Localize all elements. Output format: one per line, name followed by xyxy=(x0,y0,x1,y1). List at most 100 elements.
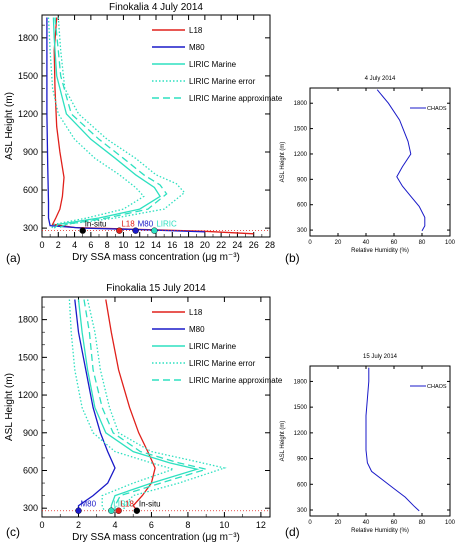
panel-label: (b) xyxy=(285,251,300,265)
x-tick-label: 80 xyxy=(419,520,426,526)
in-situ-marker xyxy=(116,227,123,234)
legend-entry: M80 xyxy=(189,43,205,52)
x-tick-label: 60 xyxy=(391,240,398,246)
x-axis-label: Dry SSA mass concentration (μg m⁻³) xyxy=(72,532,240,543)
series-line-liric-marine xyxy=(52,17,162,229)
series-layer xyxy=(376,89,426,232)
plot-frame xyxy=(41,296,271,518)
y-tick-label: 1800 xyxy=(18,315,38,325)
y-tick-label: 300 xyxy=(297,228,308,234)
series-line-m80 xyxy=(46,17,205,233)
y-tick-label: 900 xyxy=(297,177,308,183)
legend-entry: L18 xyxy=(189,26,203,35)
y-tick-label: 900 xyxy=(23,428,38,438)
chart-title: Finokalia 15 July 2014 xyxy=(106,283,206,294)
in-situ-label: M80 xyxy=(80,500,96,509)
x-tick-label: 8 xyxy=(105,240,110,250)
in-situ-label: L18 xyxy=(121,500,135,509)
x-tick-label: 4 xyxy=(72,240,77,250)
series-line-liric-marine-approximate xyxy=(83,299,209,511)
x-tick-label: 2 xyxy=(76,520,81,530)
legend: CHAOS xyxy=(410,384,447,390)
chart-panel-4: 15 July 2014 (d) 0 20 40 60 80 100 300 600 900 1200… xyxy=(280,354,456,539)
x-tick-label: 100 xyxy=(445,520,456,526)
x-axis-label: Dry SSA mass concentration (μg m⁻³) xyxy=(72,252,240,263)
y-tick-label: 1200 xyxy=(18,390,38,400)
series-line-liric-marine-error xyxy=(86,299,227,511)
plot-frame xyxy=(309,365,451,517)
x-tick-label: 6 xyxy=(149,520,154,530)
in-situ-marker xyxy=(75,507,82,514)
y-tick-label: 300 xyxy=(297,508,308,514)
x-tick-label: 20 xyxy=(335,240,342,246)
legend-entry: M80 xyxy=(189,325,205,334)
series-layer xyxy=(42,17,270,235)
y-tick-label: 1500 xyxy=(18,352,38,362)
in-situ-label: LIRIC xyxy=(156,220,177,229)
x-tick-label: 18 xyxy=(184,240,194,250)
x-tick-label: 60 xyxy=(391,520,398,526)
series-line-chaos xyxy=(376,89,426,232)
x-tick-label: 12 xyxy=(256,520,266,530)
x-tick-label: 12 xyxy=(135,240,145,250)
y-tick-label: 300 xyxy=(23,223,38,233)
x-tick-label: 0 xyxy=(308,240,312,246)
in-situ-label: In-situ xyxy=(85,220,107,229)
in-situ-label: In-situ xyxy=(139,500,161,509)
series-line-liric-marine-error xyxy=(47,17,145,229)
series-line-liric-marine xyxy=(77,299,200,511)
in-situ-marker xyxy=(79,227,86,234)
legend-entry: LIRIC Marine approximate xyxy=(189,94,283,103)
legend-entry: LIRIC Marine approximate xyxy=(189,376,283,385)
series-line-chaos xyxy=(365,367,420,512)
in-situ-marker xyxy=(133,507,141,514)
series-line-l18 xyxy=(105,299,156,511)
legend: CHAOS xyxy=(410,106,447,112)
in-situ-marker xyxy=(115,507,122,514)
y-tick-label: 1800 xyxy=(294,379,308,385)
y-axis-label: ASL Height (m) xyxy=(4,373,15,441)
x-tick-label: 20 xyxy=(200,240,210,250)
x-tick-label: 28 xyxy=(265,240,275,250)
panel-label: (d) xyxy=(285,525,300,539)
y-tick-label: 1500 xyxy=(294,405,308,411)
y-tick-label: 1500 xyxy=(294,127,308,133)
chart-panel-3: Finokalia 15 July 2014 (c) 0 2 4 6 8 10 12 300 600… xyxy=(4,283,283,543)
legend: L18 M80 LIRIC Marine LIRIC Marine error LIRI… xyxy=(152,308,283,385)
legend-entry: L18 xyxy=(189,308,203,317)
chart-panel-1: Finokalia 4 July 2014(a)0 2 4 6 8 10 12 14 16 18 2… xyxy=(4,2,283,265)
y-tick-label: 1200 xyxy=(294,431,308,437)
chart-panel-2: 4 July 2014 (b) 0 20 40 60 80 100 300 600 900 1200 1… xyxy=(280,76,456,265)
x-tick-label: 24 xyxy=(232,240,242,250)
panel-label: (a) xyxy=(6,251,21,265)
legend-entry: LIRIC Marine error xyxy=(189,77,256,86)
legend-entry: LIRIC Marine xyxy=(189,60,237,69)
y-tick-label: 1200 xyxy=(18,109,38,119)
x-tick-label: 8 xyxy=(185,520,190,530)
x-tick-label: 6 xyxy=(88,240,93,250)
y-tick-label: 600 xyxy=(297,482,308,488)
x-tick-label: 0 xyxy=(39,240,44,250)
series-line-liric-marine-error xyxy=(57,17,186,229)
series-layer xyxy=(42,299,270,512)
x-tick-label: 16 xyxy=(167,240,177,250)
plot-frame xyxy=(41,14,271,238)
x-tick-label: 14 xyxy=(151,240,161,250)
y-tick-label: 1200 xyxy=(294,152,308,158)
y-axis-label: ASL Height (m) xyxy=(4,92,15,160)
series-line-liric-marine-error xyxy=(68,299,176,511)
x-tick-label: 10 xyxy=(219,520,229,530)
in-situ-label: LIRIC xyxy=(113,500,134,509)
x-tick-label: 40 xyxy=(363,240,370,246)
series-line-m80 xyxy=(74,299,116,511)
panel-label: (c) xyxy=(6,525,20,539)
in-situ-label: L18 xyxy=(121,220,135,229)
x-axis-label: Relative Humidity (%) xyxy=(351,528,409,534)
x-tick-label: 2 xyxy=(56,240,61,250)
y-tick-label: 1800 xyxy=(294,101,308,107)
in-situ-marker xyxy=(132,227,139,234)
legend-entry: LIRIC Marine error xyxy=(189,359,256,368)
x-tick-label: 4 xyxy=(112,520,117,530)
chart-title: 15 July 2014 xyxy=(363,354,398,360)
y-tick-label: 300 xyxy=(23,503,38,513)
